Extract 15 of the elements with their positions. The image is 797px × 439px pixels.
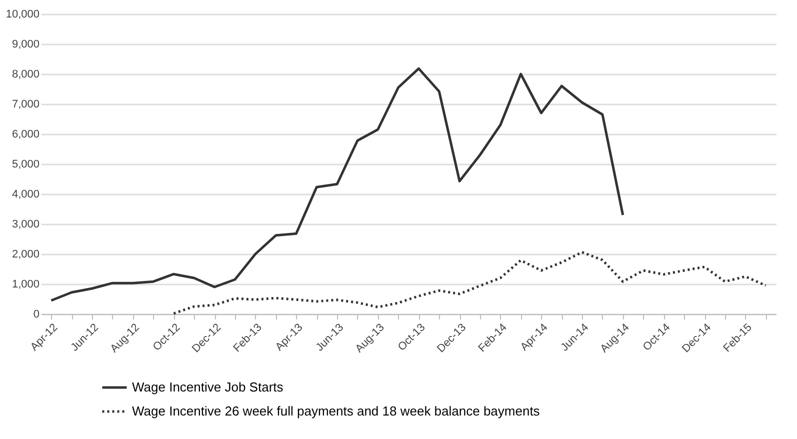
y-tick-label: 0	[33, 308, 40, 320]
y-tick-label: 5,000	[12, 158, 40, 170]
legend-label: Wage Incentive 26 week full payments and 18 week balance bayments	[132, 404, 540, 418]
y-tick-label: 6,000	[12, 128, 40, 140]
y-tick-label: 3,000	[12, 218, 40, 230]
y-tick-label: 7,000	[12, 98, 40, 110]
y-tick-label: 1,000	[12, 278, 40, 290]
line-series	[172, 250, 768, 315]
y-tick-label: 4,000	[12, 188, 40, 200]
legend-label: Wage Incentive Job Starts	[132, 380, 284, 394]
line-series	[50, 67, 624, 302]
y-tick-label: 9,000	[12, 38, 40, 50]
y-tick-label: 2,000	[12, 248, 40, 260]
y-tick-label: 8,000	[12, 68, 40, 80]
y-tick-label: 10,000	[6, 8, 40, 20]
